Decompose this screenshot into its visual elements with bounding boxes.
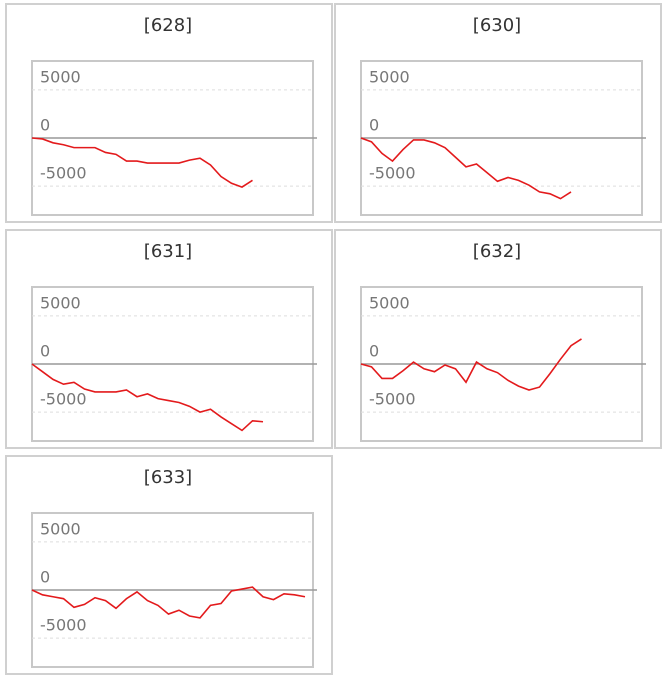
chart: [631] -5000 0 5000 xyxy=(31,241,317,442)
chart-title: [633] xyxy=(144,467,192,488)
chart-title: [631] xyxy=(144,241,192,262)
y-tick-label: -5000 xyxy=(40,390,87,409)
chart-title: [630] xyxy=(473,15,521,36)
chart-title: [628] xyxy=(144,15,192,36)
data-line xyxy=(360,137,572,200)
chart: [630] -5000 0 5000 xyxy=(360,15,646,216)
data-line xyxy=(31,586,306,619)
y-tick-label: 5000 xyxy=(369,293,410,312)
chart: [628] -5000 0 5000 xyxy=(31,15,317,216)
data-line xyxy=(31,137,253,188)
chart: [633] -5000 0 5000 xyxy=(31,467,317,668)
y-tick-label: 0 xyxy=(40,342,50,361)
y-tick-label: -5000 xyxy=(369,164,416,183)
chart-panel: [633] -5000 0 5000 xyxy=(5,455,333,675)
data-line xyxy=(31,363,264,432)
chart-panel: [632] -5000 0 5000 xyxy=(334,229,662,449)
chart-panel: [630] -5000 0 5000 xyxy=(334,3,662,223)
y-tick-label: 0 xyxy=(40,116,50,135)
y-tick-label: 0 xyxy=(369,116,379,135)
y-tick-label: 5000 xyxy=(369,67,410,86)
y-tick-label: -5000 xyxy=(369,390,416,409)
chart-panel: [628] -5000 0 5000 xyxy=(5,3,333,223)
y-tick-label: 5000 xyxy=(40,519,81,538)
y-tick-label: -5000 xyxy=(40,616,87,635)
chart-panel: [631] -5000 0 5000 xyxy=(5,229,333,449)
y-tick-label: 0 xyxy=(40,568,50,587)
y-tick-label: 5000 xyxy=(40,293,81,312)
chart-title: [632] xyxy=(473,241,521,262)
chart: [632] -5000 0 5000 xyxy=(360,241,646,442)
data-line xyxy=(360,338,582,391)
y-tick-label: 0 xyxy=(369,342,379,361)
y-tick-label: -5000 xyxy=(40,164,87,183)
y-tick-label: 5000 xyxy=(40,67,81,86)
